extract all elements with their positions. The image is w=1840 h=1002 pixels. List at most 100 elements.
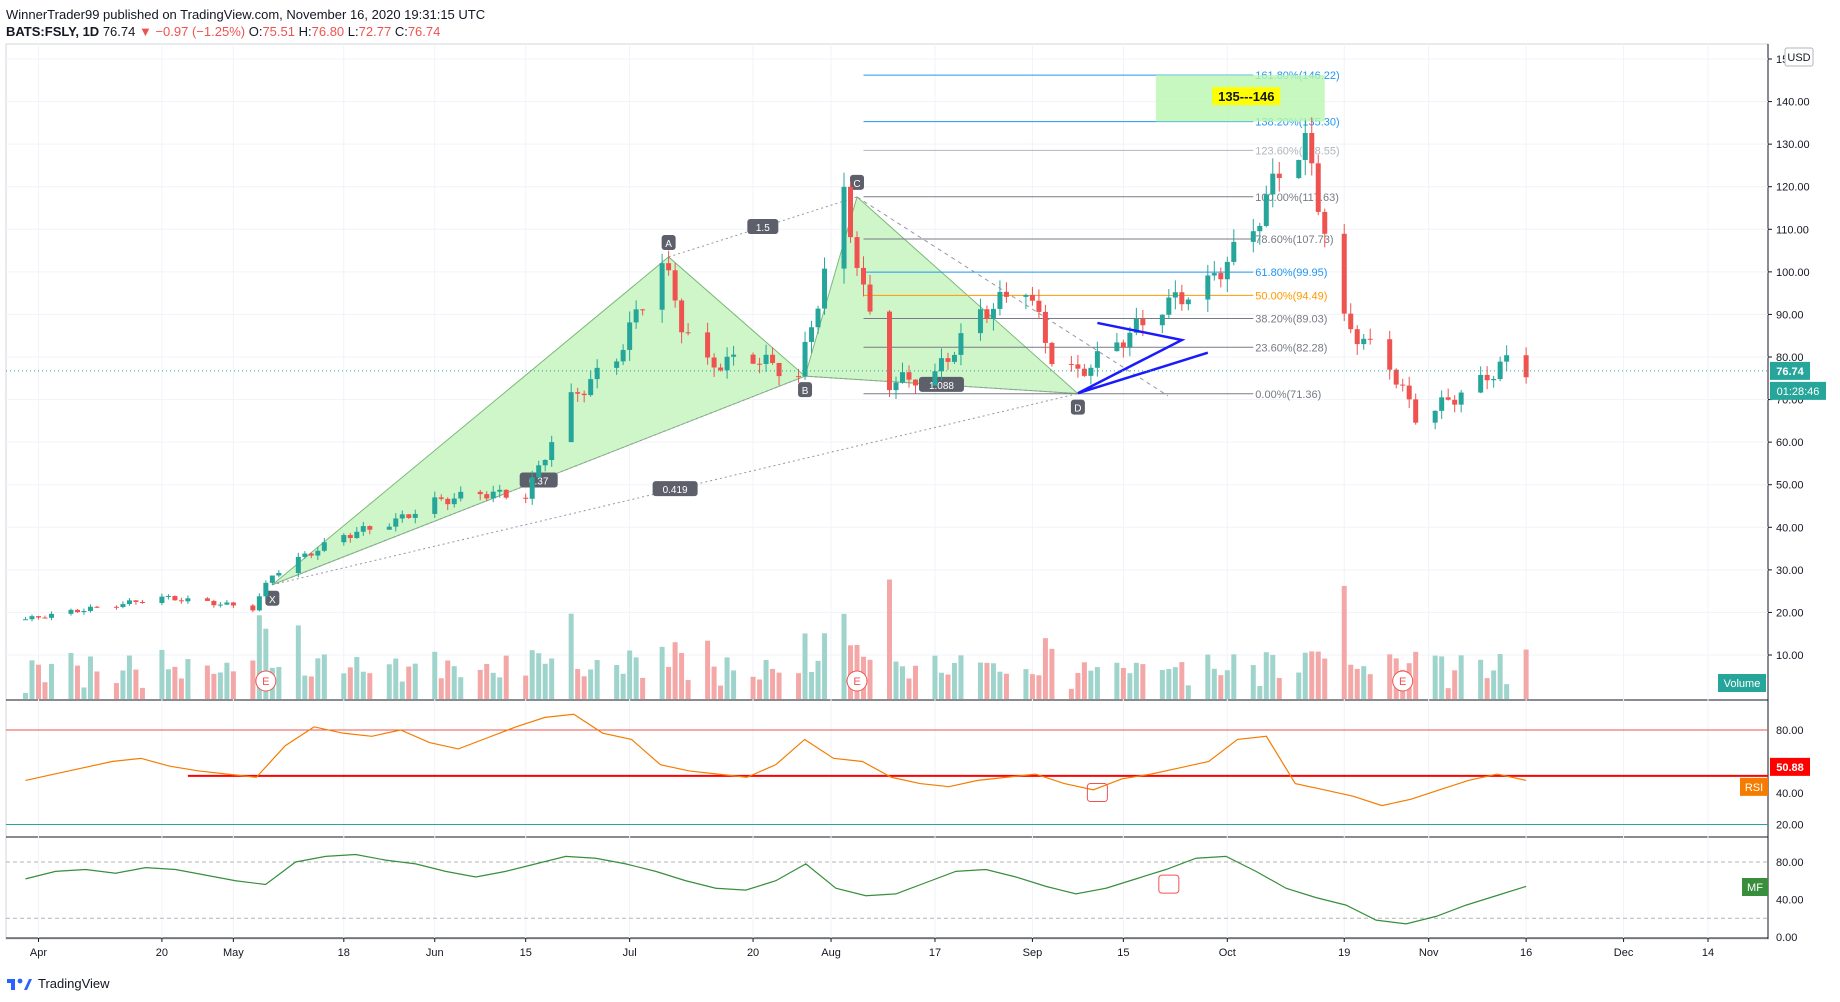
mf-tag-box (1742, 878, 1768, 896)
candle-body (640, 309, 646, 311)
rsi-value-box (1770, 757, 1810, 776)
candle-body (809, 327, 815, 342)
mf-tick-label: 80.00 (1776, 857, 1804, 869)
volume-bar (1224, 670, 1230, 699)
pivot-label-box (265, 590, 280, 606)
candle-body (958, 333, 964, 355)
volume-bar (1081, 662, 1087, 699)
candle-body (1133, 318, 1139, 333)
rsi-tick-label: 80.00 (1776, 725, 1804, 737)
candle-body (113, 606, 119, 608)
volume-bar (1036, 675, 1042, 699)
candle-body (899, 372, 905, 383)
volume-bar (549, 658, 555, 699)
volume-bar (1231, 654, 1237, 699)
candle-body (1003, 291, 1009, 297)
volume-bar (497, 677, 503, 699)
volume-bar (932, 655, 938, 699)
candle-body (1231, 241, 1237, 262)
volume-bar (588, 669, 594, 699)
candle-body (1452, 399, 1458, 405)
chart-canvas[interactable]: X A B C D 1.5 0.37 1.088 0.419 161.80%(146.22)13… (0, 0, 1840, 970)
earnings-marker-label: E (853, 676, 860, 688)
candle-body (731, 354, 737, 357)
candle-body (1068, 364, 1074, 366)
candle-body (1296, 159, 1302, 178)
price-tick-label: 120.00 (1776, 182, 1810, 194)
volume-bar (133, 669, 139, 699)
candle-body (1081, 368, 1087, 376)
time-tick-label: Aug (821, 947, 841, 959)
price-tick-label: 40.00 (1776, 522, 1804, 534)
candle-body (412, 513, 418, 518)
candle-body (620, 349, 626, 362)
candle-body (1445, 397, 1451, 400)
fib-label: 38.20%(89.03) (1255, 314, 1327, 326)
candle-body (1348, 313, 1354, 330)
candle-body (614, 361, 620, 368)
volume-bar (1413, 651, 1419, 699)
open-label: O: (248, 24, 263, 39)
volume-bar (620, 673, 626, 699)
volume-bar (1263, 652, 1269, 699)
candle-body (1322, 211, 1328, 234)
candle-body (685, 332, 691, 334)
rsi-pane (6, 713, 1768, 825)
candle-body (796, 376, 802, 378)
volume-bar (1166, 668, 1172, 699)
candle-body (627, 322, 633, 350)
volume-bar (763, 659, 769, 699)
pivot-label: A (665, 239, 672, 250)
volume-bar (1029, 674, 1035, 699)
volume-bar (341, 673, 347, 699)
pivot-label: B (802, 386, 809, 397)
volume-bar (217, 672, 223, 699)
candle-body (139, 601, 145, 603)
candle-body (867, 284, 873, 312)
volume-bar (1179, 662, 1185, 699)
candle-body (490, 491, 496, 499)
candle-body (458, 491, 464, 499)
candle-body (1159, 314, 1165, 326)
price-tick-label: 50.00 (1776, 480, 1804, 492)
volume-bar (178, 678, 184, 699)
volume-bar (120, 670, 126, 699)
candle-body (432, 497, 438, 514)
symbol-line: BATS:FSLY, 1D 76.74 ▼ −0.97 (−1.25%) O:7… (6, 23, 485, 40)
candle-body (1250, 231, 1256, 242)
candle-body (854, 237, 860, 268)
rsi-value-tag: 50.88 (1776, 762, 1804, 774)
candle-body (1211, 273, 1217, 276)
candle-body (672, 270, 678, 301)
volume-bar (1185, 685, 1191, 699)
ratio-label: 0.37 (529, 476, 549, 487)
volume-bar (87, 656, 93, 699)
volume-bar (659, 646, 665, 699)
volume-bar (796, 673, 802, 699)
grid (5, 43, 1769, 940)
volume-bar (1120, 667, 1126, 699)
price-change: ▼ −0.97 (−1.25%) (138, 24, 246, 39)
candle-body (633, 309, 639, 323)
volume-bar (594, 659, 600, 699)
candle-body (718, 367, 724, 371)
mf-tick-label: 40.00 (1776, 895, 1804, 907)
volume-bar (575, 669, 581, 699)
volume-bar (899, 666, 905, 699)
price-tick-label: 100.00 (1776, 267, 1810, 279)
candle-body (1504, 355, 1510, 362)
candle-body (549, 442, 555, 460)
candle-body (776, 362, 782, 377)
volume-bar (484, 663, 490, 699)
candle-body (94, 606, 100, 608)
target-zone-label: 135---146 (1218, 89, 1274, 104)
pivot-label: D (1074, 404, 1081, 415)
volume-bar (451, 666, 457, 699)
volume-bar (74, 665, 80, 699)
time-tick-label: Jun (426, 947, 444, 959)
candle-body (263, 582, 269, 597)
volume-bar (1049, 648, 1055, 699)
volume-bar (542, 663, 548, 699)
high-label: H: (298, 24, 312, 39)
